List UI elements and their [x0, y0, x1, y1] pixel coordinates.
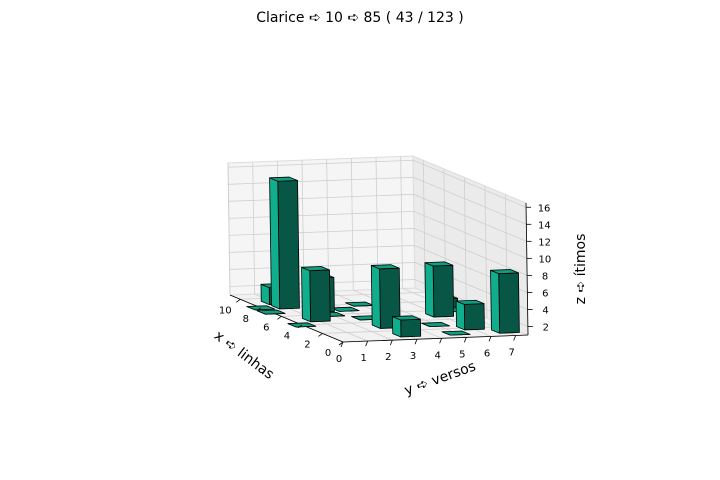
bar-face: [498, 272, 520, 334]
x-tick-label: 2: [304, 339, 310, 350]
x-tick-mark: [277, 316, 282, 320]
bar: [490, 269, 520, 334]
bar-top: [424, 261, 454, 267]
bar: [345, 301, 374, 307]
bar: [370, 264, 401, 329]
bar-face: [277, 180, 300, 310]
z-axis-line: [525, 202, 529, 336]
bar-face: [490, 269, 501, 334]
y-axis-line: [342, 334, 529, 343]
bar-top: [490, 269, 519, 275]
x-axis-label: x ➪ linhas: [211, 328, 277, 383]
y-tick-label: 6: [484, 348, 490, 359]
bar-face: [370, 265, 381, 329]
y-tick-mark: [439, 338, 443, 344]
z-tick-label: 12: [538, 237, 551, 248]
bar-top: [392, 315, 421, 321]
y-tick-mark: [340, 341, 344, 348]
z-tick-label: 8: [542, 271, 548, 282]
bar-face: [424, 262, 435, 318]
bar-face: [432, 264, 455, 318]
y-gridline: [252, 162, 368, 342]
bar-face: [301, 266, 311, 323]
x-tick-label: 0: [325, 348, 331, 359]
x-axis-line: [229, 294, 344, 343]
bar: [301, 266, 331, 323]
y-tick-label: 2: [385, 352, 391, 363]
y-tick-label: 1: [360, 353, 366, 364]
x-tick-label: 4: [284, 331, 290, 342]
y-tick-mark: [488, 336, 492, 342]
bar: [424, 261, 455, 318]
bar-top: [421, 322, 450, 328]
x-gridline: [301, 185, 488, 326]
axis-lines: [229, 202, 529, 343]
y-tick-label: 7: [508, 347, 514, 358]
bar-top: [301, 266, 330, 272]
z-tick-label: 14: [538, 220, 551, 231]
z-tick-label: 2: [543, 322, 549, 333]
y-gridline: [350, 158, 467, 338]
bar: [269, 176, 300, 310]
x-tick-mark: [236, 298, 241, 303]
x-tick-mark: [256, 307, 262, 312]
bar: [441, 330, 471, 336]
bar-top: [455, 299, 485, 305]
bar-top: [441, 330, 471, 336]
z-tick-label: 10: [538, 254, 551, 265]
bar-face: [309, 269, 331, 323]
bar-face: [269, 177, 281, 310]
x-tick-mark: [338, 341, 344, 346]
bar-top: [256, 309, 286, 315]
z-tick-label: 6: [542, 288, 548, 299]
y-tick-mark: [513, 335, 517, 341]
y-tick-mark: [365, 340, 369, 347]
x-tick-mark: [297, 324, 303, 329]
bar: [256, 309, 286, 315]
bar: [421, 322, 450, 328]
y-tick-mark: [389, 339, 393, 346]
y-tick-label: 5: [459, 349, 465, 360]
y-tick-label: 0: [336, 354, 342, 365]
bar: [455, 299, 485, 331]
x-tick-label: 10: [219, 305, 232, 316]
chart-title: Clarice ➪ 10 ➪ 85 ( 43 / 123 ): [256, 10, 464, 26]
z-gridline: [228, 159, 527, 208]
y-axis-label: y ➪ versos: [402, 358, 478, 399]
x-tick-label: 6: [263, 322, 269, 333]
bar-face: [463, 303, 485, 331]
bar-top: [370, 264, 400, 270]
y-tick-mark: [414, 339, 418, 345]
x-tick-label: 8: [243, 314, 249, 325]
z-axis-label: z ➪ ítimos: [573, 234, 589, 305]
bar-face: [400, 318, 422, 338]
x-tick-mark: [318, 333, 323, 337]
bar-top: [269, 176, 298, 182]
z-tick-label: 16: [538, 203, 551, 214]
y-tick-label: 3: [410, 351, 416, 362]
bars: [246, 176, 520, 338]
y-tick-label: 4: [434, 350, 440, 361]
bar-face: [455, 300, 466, 331]
bar: [392, 315, 422, 338]
bar-top: [345, 301, 374, 307]
z-tick-label: 4: [542, 305, 548, 316]
y-tick-mark: [463, 337, 467, 343]
